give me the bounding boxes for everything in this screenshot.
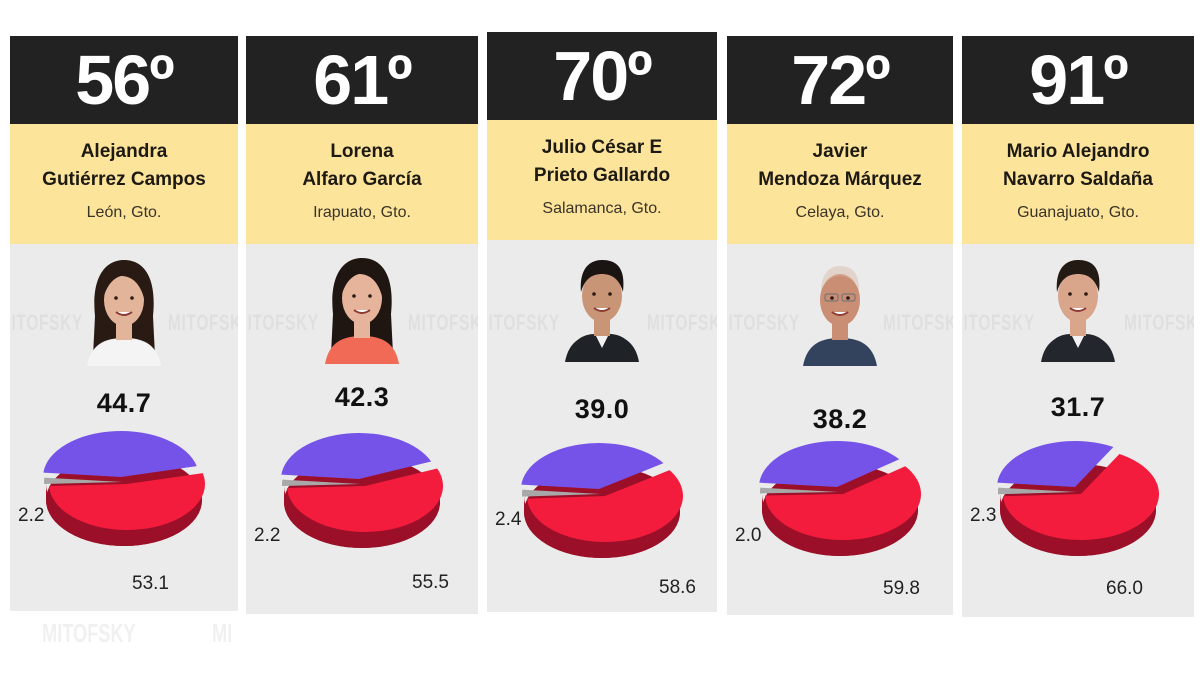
undecided-label: 2.2 [18,505,45,526]
watermark: MITOFSKY [883,310,953,335]
name-panel: Julio César E Prieto Gallardo Salamanca,… [487,120,717,240]
undecided-label: 2.4 [495,509,522,530]
portrait-avatar [81,256,167,366]
portrait-avatar [559,252,645,362]
rank-degree: º [387,41,413,119]
mayor-name-line1: Alejandra [80,141,168,162]
approval-value: 44.7 [96,388,152,418]
disapproval-label: 66.0 [1106,578,1143,599]
city-label: León, Gto. [86,204,162,221]
name-panel: Mario Alejandro Navarro Saldaña Guanajua… [962,124,1194,244]
approval-value: 38.2 [812,404,868,434]
watermark: MITOFSKY [10,310,83,335]
mayor-name-line2: Mendoza Márquez [758,169,922,190]
approval-value: 31.7 [1050,392,1106,422]
mayor-name-line1: Javier [812,141,868,162]
rank-number: 61 [313,41,389,119]
mayor-card-61: 61º Lorena Alfaro García Irapuato, Gto. … [246,36,478,614]
watermark: MITOFSKY [246,310,319,335]
mayor-name-line1: Lorena [330,141,394,162]
rank-degree: º [865,41,891,119]
rank-header: 70º [487,32,717,120]
watermark: MITOFSKY [962,310,1035,335]
bottom-watermark: MITOFSKY [42,618,136,648]
portrait-avatar [319,254,405,364]
rank-number: 91 [1029,41,1105,119]
rank-header: 72º [727,36,953,124]
approval-pie-chart [993,438,1163,558]
approval-value: 42.3 [334,382,390,412]
mayor-card-70: 70º Julio César E Prieto Gallardo Salama… [487,32,717,612]
approval-pie-chart [39,428,209,548]
watermark: MITOFSKY [487,310,560,335]
mayor-card-72: 72º Javier Mendoza Márquez Celaya, Gto. … [727,36,953,615]
mayor-name-line2: Alfaro García [302,169,422,190]
rank-degree: º [149,41,175,119]
name-panel: Lorena Alfaro García Irapuato, Gto. [246,124,478,244]
approval-value: 39.0 [574,394,630,424]
rank-number: 70 [553,37,629,115]
rank-degree: º [627,37,653,115]
city-label: Salamanca, Gto. [542,200,662,217]
mayor-name-line1: Julio César E [541,137,663,158]
disapproval-label: 59.8 [883,578,920,599]
mayor-name-line2: Gutiérrez Campos [42,169,206,190]
mayor-name-line1: Mario Alejandro [1006,141,1150,162]
city-label: Celaya, Gto. [795,204,885,221]
name-panel: Alejandra Gutiérrez Campos León, Gto. [10,124,238,244]
rank-number: 56 [75,41,151,119]
undecided-label: 2.3 [970,505,997,526]
rank-header: 91º [962,36,1194,124]
disapproval-label: 53.1 [132,573,169,594]
undecided-label: 2.2 [254,525,281,546]
rank-header: 56º [10,36,238,124]
watermark: MITOFSKY [408,310,478,335]
disapproval-label: 58.6 [659,577,696,598]
bottom-watermark-cut: MITOFSKY [212,618,232,648]
mayor-name-line2: Prieto Gallardo [533,165,671,186]
watermark: MITOFSKY [168,310,238,335]
mayor-card-56: 56º Alejandra Gutiérrez Campos León, Gto… [10,36,238,611]
city-label: Guanajuato, Gto. [1017,204,1139,221]
rank-header: 61º [246,36,478,124]
watermark: MITOFSKY [1124,310,1194,335]
portrait-avatar [797,256,883,366]
rank-degree: º [1103,41,1129,119]
portrait-avatar [1035,252,1121,362]
disapproval-label: 55.5 [412,572,449,593]
city-label: Irapuato, Gto. [313,204,411,221]
mayor-name-line2: Navarro Saldaña [1003,169,1153,190]
approval-pie-chart [517,440,687,560]
watermark: MITOFSKY [727,310,800,335]
approval-pie-chart [755,438,925,558]
mayor-card-91: 91º Mario Alejandro Navarro Saldaña Guan… [962,36,1194,617]
undecided-label: 2.0 [735,525,762,546]
watermark: MITOFSKY [647,310,717,335]
approval-pie-chart [277,430,447,550]
rank-number: 72 [791,41,867,119]
name-panel: Javier Mendoza Márquez Celaya, Gto. [727,124,953,244]
